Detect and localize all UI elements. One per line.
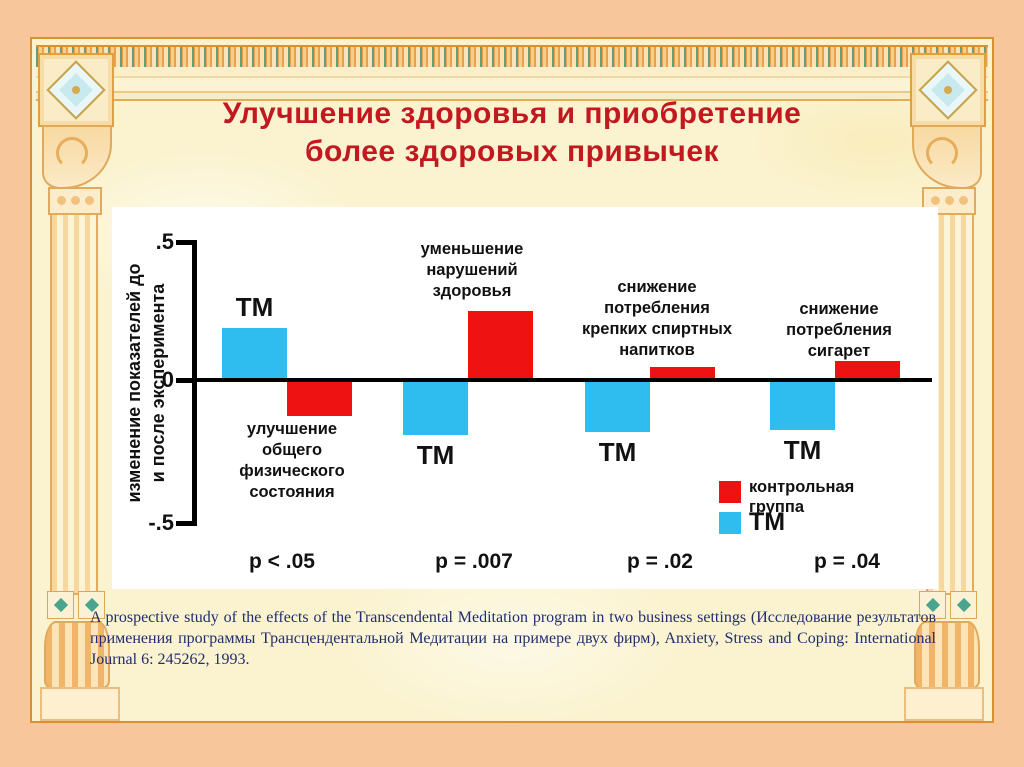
legend-control-swatch	[719, 481, 741, 503]
y-axis-line	[192, 240, 197, 526]
y-tick-label-bottom: -.5	[148, 510, 174, 535]
legend-tm-label: ТМ	[749, 508, 786, 536]
category-label-1: уменьшение нарушений здоровья	[420, 240, 524, 300]
y-tick-zero	[176, 378, 192, 383]
zero-baseline	[192, 378, 932, 382]
p-value-0: p < .05	[249, 550, 315, 573]
tm-bar-label-3: ТМ	[783, 435, 822, 465]
column-base-right	[914, 621, 980, 689]
p-value-2: p = .02	[627, 550, 693, 573]
bar-control-3	[835, 361, 900, 378]
bar-tm-1	[403, 382, 468, 435]
bar-tm-3	[770, 382, 835, 430]
p-value-1: p = .007	[435, 550, 513, 573]
top-beam-ornament	[36, 67, 988, 101]
column-plinth-right	[904, 687, 984, 721]
category-label-3: снижение потребления сигарет	[786, 300, 892, 360]
column-base-left	[44, 621, 110, 689]
legend-control-label: контрольная группа	[749, 478, 855, 516]
chart-panel: изменение показателей до и после экспери…	[112, 207, 938, 589]
y-tick-label-top: .5	[155, 229, 174, 254]
cross-motif-icon	[47, 591, 74, 619]
tm-bar-label-2: ТМ	[598, 437, 637, 467]
category-label-0: улучшение общего физического состояния	[239, 420, 345, 501]
motif-squares-left	[47, 591, 105, 619]
y-tick-label-zero: 0	[161, 367, 174, 392]
slide: Улучшение здоровья и приобретение более …	[30, 37, 994, 723]
corner-ornament-left	[38, 53, 114, 127]
motif-squares-right	[919, 591, 977, 619]
category-label-2: снижение потребления крепких спиртных на…	[581, 278, 733, 359]
tm-bar-label-0: ТМ	[235, 292, 274, 322]
column-shaft-left	[50, 213, 98, 595]
bar-control-1	[468, 311, 533, 378]
y-tick-top	[176, 240, 192, 245]
bar-control-2	[650, 367, 715, 378]
bar-tm-2	[585, 382, 650, 432]
tm-bar-label-1: ТМ	[416, 440, 455, 470]
slide-title: Улучшение здоровья и приобретение более …	[222, 97, 802, 168]
legend-tm-swatch	[719, 512, 741, 534]
p-value-3: p = .04	[814, 550, 880, 573]
corner-ornament-right	[910, 53, 986, 127]
top-frieze-ornament	[36, 45, 988, 69]
bar-control-0	[287, 382, 352, 416]
cross-motif-icon	[919, 591, 946, 619]
column-plinth-left	[40, 687, 120, 721]
citation-text: A prospective study of the effects of th…	[90, 609, 936, 668]
bar-tm-0	[222, 328, 287, 378]
cross-motif-icon	[950, 591, 977, 619]
cross-motif-icon	[78, 591, 105, 619]
y-tick-bottom	[176, 521, 192, 526]
column-band-left	[48, 187, 102, 215]
